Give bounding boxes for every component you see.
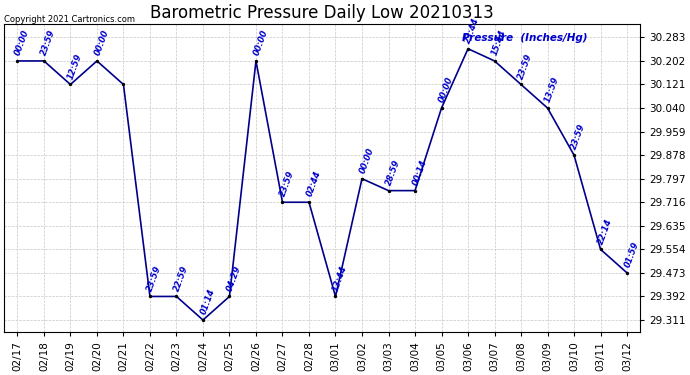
- Text: 04:29: 04:29: [225, 264, 243, 292]
- Text: 00:00: 00:00: [252, 28, 269, 57]
- Text: 00:00: 00:00: [357, 146, 375, 174]
- Point: [489, 58, 500, 64]
- Point: [12, 58, 23, 64]
- Point: [462, 46, 473, 52]
- Point: [330, 294, 341, 300]
- Text: 23:59: 23:59: [146, 264, 164, 292]
- Text: Copyright 2021 Cartronics.com: Copyright 2021 Cartronics.com: [4, 15, 135, 24]
- Point: [171, 294, 182, 300]
- Point: [65, 81, 76, 87]
- Text: 12:59: 12:59: [66, 52, 83, 80]
- Text: 28:59: 28:59: [384, 158, 402, 186]
- Text: 23:59: 23:59: [278, 170, 296, 198]
- Text: 22:14: 22:14: [596, 217, 614, 245]
- Point: [383, 188, 394, 194]
- Title: Barometric Pressure Daily Low 20210313: Barometric Pressure Daily Low 20210313: [150, 4, 494, 22]
- Text: Pressure  (Inches/Hg): Pressure (Inches/Hg): [462, 33, 588, 43]
- Point: [91, 58, 102, 64]
- Text: 01:59: 01:59: [623, 240, 640, 269]
- Point: [118, 81, 129, 87]
- Point: [515, 81, 526, 87]
- Text: 01:14: 01:14: [199, 288, 217, 316]
- Text: 23:59: 23:59: [39, 28, 57, 57]
- Text: 00:14: 00:14: [411, 158, 428, 186]
- Point: [409, 188, 420, 194]
- Point: [542, 105, 553, 111]
- Point: [144, 294, 155, 300]
- Text: 02:44: 02:44: [305, 170, 322, 198]
- Text: 22:59: 22:59: [172, 264, 190, 292]
- Text: 23:44: 23:44: [464, 16, 482, 45]
- Point: [197, 317, 208, 323]
- Point: [304, 199, 315, 205]
- Point: [224, 294, 235, 300]
- Text: 00:00: 00:00: [92, 28, 110, 57]
- Text: 23:59: 23:59: [517, 52, 534, 80]
- Point: [595, 246, 606, 252]
- Point: [250, 58, 262, 64]
- Point: [436, 105, 447, 111]
- Text: 00:00: 00:00: [437, 75, 455, 104]
- Text: 13:44: 13:44: [331, 264, 349, 292]
- Point: [277, 199, 288, 205]
- Point: [622, 270, 633, 276]
- Point: [39, 58, 50, 64]
- Point: [357, 176, 368, 182]
- Text: 13:59: 13:59: [543, 75, 561, 104]
- Text: 15:44: 15:44: [490, 28, 508, 57]
- Point: [569, 152, 580, 158]
- Text: 23:59: 23:59: [570, 123, 587, 151]
- Text: 00:00: 00:00: [13, 28, 31, 57]
